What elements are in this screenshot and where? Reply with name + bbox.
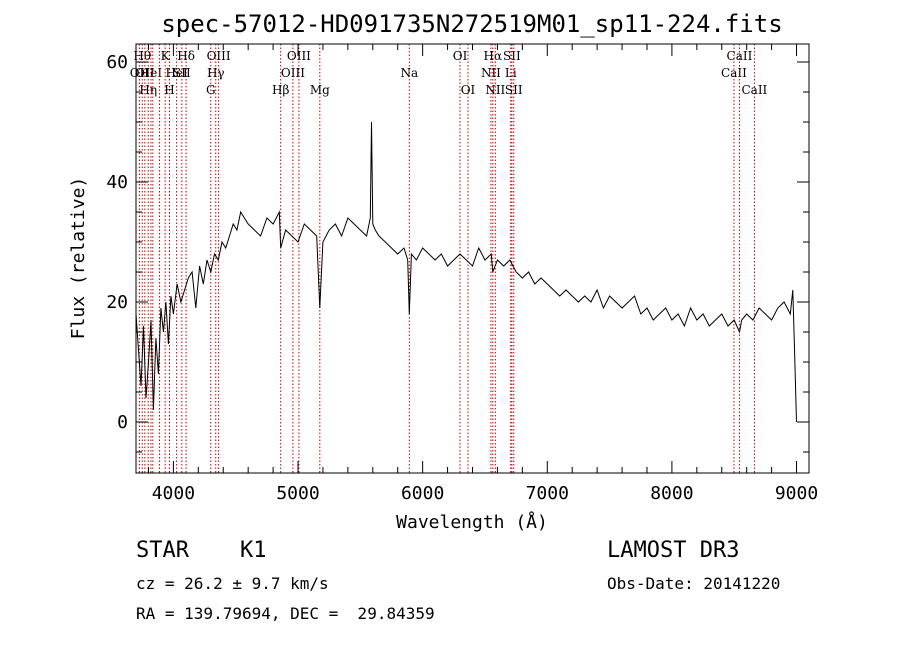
object-subclass: K1	[240, 538, 267, 563]
line-marker-label: Li	[505, 66, 517, 80]
line-marker-label: Hη	[139, 83, 157, 97]
x-tick-label: 9000	[775, 483, 818, 504]
line-marker-label: Hβ	[272, 83, 289, 97]
line-marker-label: NII	[481, 66, 501, 80]
line-marker-label: OII	[135, 66, 155, 80]
line-marker-label: K	[161, 49, 171, 63]
y-axis-ticks: 0 20 40 60	[106, 52, 809, 453]
line-marker-label: CaII	[721, 66, 747, 80]
y-tick-label: 40	[106, 172, 128, 193]
x-tick-label: 6000	[401, 483, 444, 504]
line-marker-label: Mg	[310, 83, 330, 97]
line-marker-label: HeI	[140, 66, 163, 80]
x-tick-label: 4000	[152, 483, 195, 504]
object-class: STAR	[136, 538, 189, 563]
line-markers: OIIHθOIIHηHeIKHHeISIIHδGHγOIIIHβOIIIOIII…	[130, 44, 768, 473]
line-marker-label: G	[206, 83, 216, 97]
x-axis-label: Wavelength (Å)	[396, 511, 548, 533]
x-tick-label: 8000	[650, 483, 693, 504]
line-marker-label: NII	[485, 83, 505, 97]
line-marker-label: SII	[173, 66, 191, 80]
line-marker-label: Hδ	[177, 49, 195, 63]
obs-date: Obs-Date: 20141220	[607, 574, 781, 593]
line-marker-label: Na	[400, 66, 418, 80]
chart-title: spec-57012-HD091735N272519M01_sp11-224.f…	[161, 10, 782, 38]
plot-frame	[135, 43, 810, 474]
line-marker-label: CaII	[727, 49, 753, 63]
line-marker-label: HeI	[165, 66, 188, 80]
y-axis-label: Flux (relative)	[68, 177, 89, 340]
y-tick-label: 20	[106, 292, 128, 313]
y-tick-label: 0	[117, 412, 128, 433]
line-marker-label: Hα	[484, 49, 503, 63]
line-marker-label: CaII	[741, 83, 767, 97]
line-marker-label: Hγ	[207, 66, 225, 80]
survey-name: LAMOST DR3	[607, 538, 740, 563]
line-marker-label: OIII	[207, 49, 231, 63]
coordinates: RA = 139.79694, DEC = 29.84359	[136, 604, 435, 623]
redshift-cz: cz = 26.2 ± 9.7 km/s	[136, 574, 329, 593]
spectrum-chart: spec-57012-HD091735N272519M01_sp11-224.f…	[68, 10, 818, 533]
line-marker-label: H	[164, 83, 174, 97]
x-axis-ticks: 4000 5000 6000 7000 8000 9000	[147, 44, 818, 504]
line-marker-label: OI	[453, 49, 468, 63]
line-marker-label: OIII	[281, 66, 305, 80]
line-marker-label: OIII	[287, 49, 311, 63]
spectrum-line	[135, 121, 797, 423]
line-marker-label: OI	[461, 83, 476, 97]
line-marker-label: SII	[505, 83, 523, 97]
line-marker-label: SII	[503, 49, 521, 63]
x-tick-label: 7000	[526, 483, 569, 504]
y-tick-label: 60	[106, 52, 128, 73]
line-marker-label: Hθ	[133, 49, 151, 63]
x-tick-label: 5000	[276, 483, 319, 504]
